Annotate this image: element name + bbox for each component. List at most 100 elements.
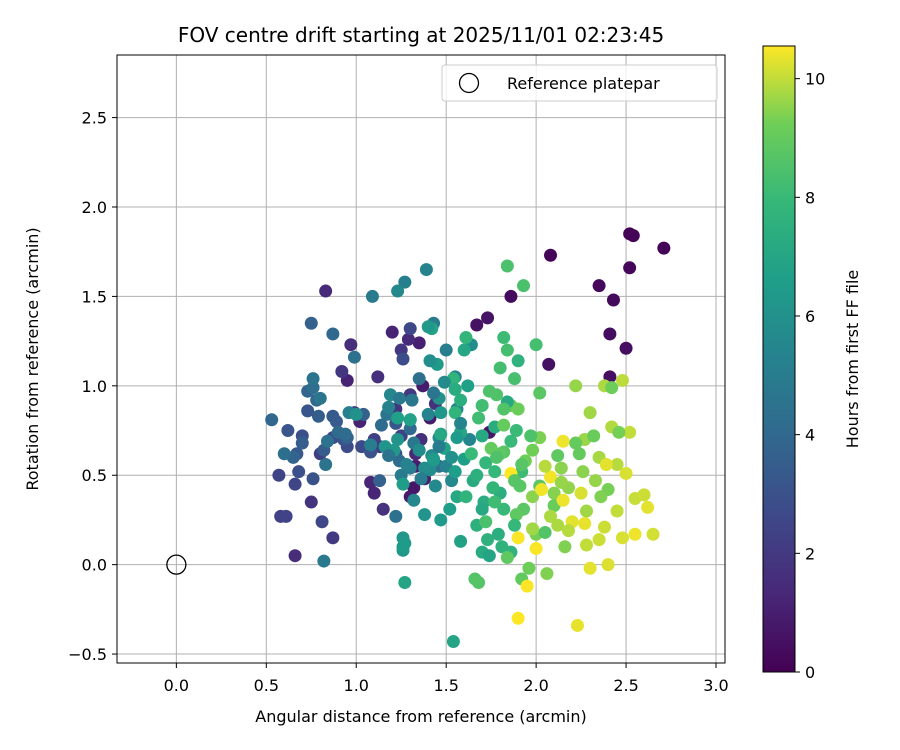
data-point <box>461 379 475 393</box>
colorbar-tick-label: 4 <box>805 426 815 445</box>
colorbar-ticks: 0 2 4 6 8 10 <box>795 70 825 682</box>
data-point <box>509 424 523 438</box>
data-point <box>526 522 540 536</box>
data-point <box>292 465 306 479</box>
data-point <box>329 415 343 429</box>
data-point <box>556 493 570 507</box>
data-point <box>588 474 602 488</box>
data-point <box>615 531 629 545</box>
colorbar: 0 2 4 6 8 10 Hours from first FF file <box>762 45 862 682</box>
data-point <box>497 331 511 345</box>
data-point <box>515 458 529 472</box>
data-point <box>522 561 536 575</box>
plot-frame <box>116 54 726 664</box>
data-point <box>504 289 518 303</box>
data-point <box>500 259 514 273</box>
colorbar-tick-label: 8 <box>805 188 815 207</box>
data-point <box>572 447 586 461</box>
data-point <box>576 465 590 479</box>
data-point <box>517 279 531 293</box>
x-tick-label: 2.5 <box>613 676 638 695</box>
data-point <box>288 477 302 491</box>
x-tick-label: 0.5 <box>254 676 279 695</box>
data-point <box>448 406 462 420</box>
data-point <box>558 540 572 554</box>
data-point <box>326 327 340 341</box>
data-point <box>412 443 426 457</box>
data-point <box>265 413 279 427</box>
data-point <box>311 409 325 423</box>
data-point <box>472 576 486 590</box>
data-point <box>592 533 606 547</box>
data-point <box>610 504 624 518</box>
data-point <box>385 325 399 339</box>
data-point <box>554 461 568 475</box>
data-point <box>279 509 293 523</box>
data-point <box>457 343 471 357</box>
data-point <box>646 527 660 541</box>
x-tick-label: 1.0 <box>344 676 369 695</box>
data-point <box>403 422 417 436</box>
data-point <box>538 525 552 539</box>
data-point <box>373 474 387 488</box>
data-point <box>319 458 333 472</box>
data-point <box>391 411 405 425</box>
data-point <box>382 449 396 463</box>
data-point <box>579 504 593 518</box>
data-point <box>626 229 640 243</box>
data-point <box>583 561 597 575</box>
data-point <box>592 279 606 293</box>
data-point <box>304 316 318 330</box>
scatter-points <box>265 227 671 649</box>
data-point <box>306 372 320 386</box>
grid <box>117 55 725 663</box>
data-point <box>371 370 385 384</box>
data-point <box>578 517 592 531</box>
data-point <box>628 527 642 541</box>
data-point <box>482 549 496 563</box>
colorbar-label: Hours from first FF file <box>843 270 862 449</box>
data-point <box>301 404 315 418</box>
data-point <box>491 527 505 541</box>
legend: Reference platepar <box>441 64 718 102</box>
x-tick-label: 0.0 <box>164 676 189 695</box>
data-point <box>306 381 320 395</box>
data-point <box>533 386 547 400</box>
data-point <box>288 549 302 563</box>
data-point <box>272 468 286 482</box>
data-point <box>418 461 432 475</box>
reference-platepar-marker <box>166 554 187 575</box>
data-point <box>601 558 615 572</box>
data-point <box>481 533 495 547</box>
data-point <box>508 518 522 532</box>
x-tick-label: 3.0 <box>703 676 728 695</box>
data-point <box>313 391 327 405</box>
data-point <box>344 338 358 352</box>
data-point <box>396 540 410 554</box>
data-point <box>306 472 320 486</box>
data-point <box>526 490 540 504</box>
chart-title: FOV centre drift starting at 2025/11/01 … <box>178 23 664 47</box>
data-point <box>445 450 459 464</box>
data-point <box>398 275 412 289</box>
data-point <box>587 429 601 443</box>
data-point <box>376 502 390 516</box>
data-point <box>508 372 522 386</box>
data-point <box>391 432 405 446</box>
data-point <box>423 354 437 368</box>
data-point <box>427 386 441 400</box>
data-point <box>398 576 412 590</box>
data-point <box>475 429 489 443</box>
y-axis-label: Rotation from reference (arcmin) <box>23 227 42 490</box>
colorbar-tick-label: 0 <box>805 663 815 682</box>
data-point <box>418 508 432 522</box>
data-point <box>364 438 378 452</box>
data-point <box>437 375 451 389</box>
data-point <box>403 413 417 427</box>
data-point <box>320 434 334 448</box>
data-point <box>448 382 462 396</box>
data-point <box>347 350 361 364</box>
data-point <box>400 458 414 472</box>
y-tick-label: −0.5 <box>68 645 107 664</box>
data-point <box>497 502 511 516</box>
